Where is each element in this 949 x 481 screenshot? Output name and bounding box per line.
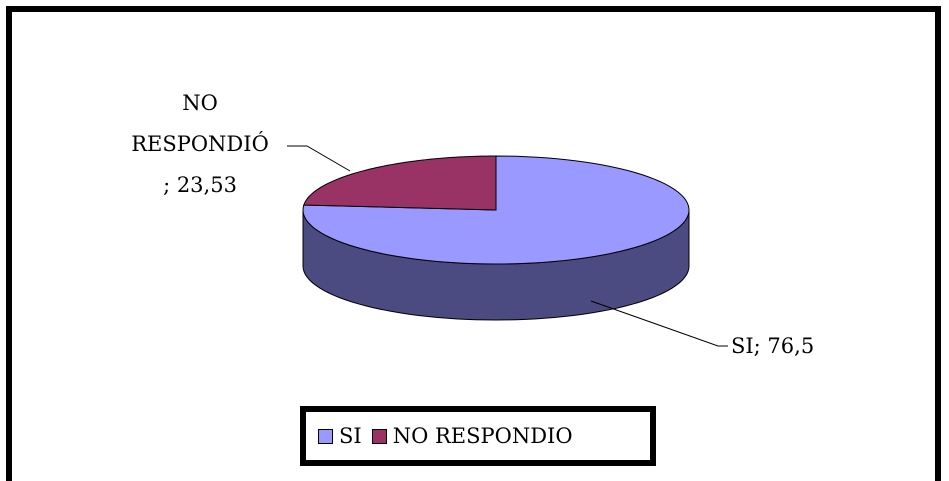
data-label-no-respondio-line2: RESPONDIÓ xyxy=(131,131,269,156)
pie-slice-1 xyxy=(303,155,497,211)
data-label-si: SI; 76,5 xyxy=(731,334,814,358)
chart-frame xyxy=(6,6,941,481)
legend-label-si: SI xyxy=(339,424,362,448)
legend-item-si: SI xyxy=(318,424,362,448)
data-label-no-respondio-line3: ; 23,53 xyxy=(163,173,237,197)
legend-swatch-no-respondio xyxy=(371,428,387,444)
leader-line-si xyxy=(590,300,728,347)
legend: SI NO RESPONDIO xyxy=(300,406,656,466)
leader-line-no-respondio xyxy=(287,145,351,172)
legend-item-no-respondio: NO RESPONDIO xyxy=(371,424,573,448)
legend-label-no-respondio: NO RESPONDIO xyxy=(392,424,573,448)
data-label-no-respondio-line1: NO xyxy=(182,91,218,115)
legend-swatch-si xyxy=(318,428,333,444)
